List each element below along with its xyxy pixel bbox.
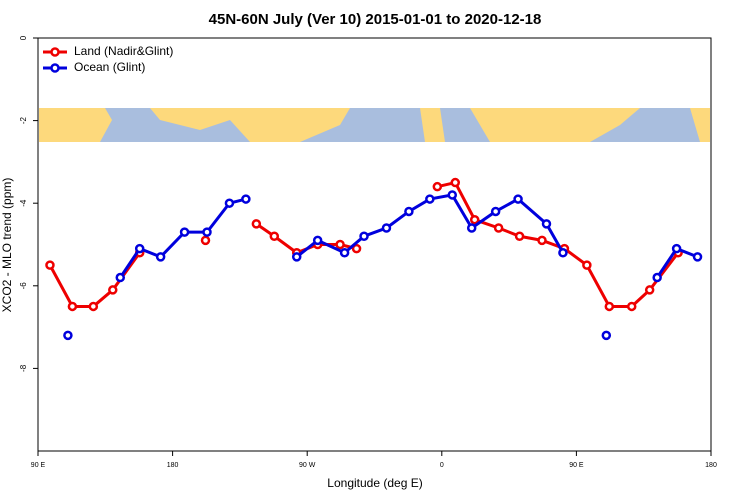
y-axis-label: XCO2 - MLO trend (ppm) — [0, 178, 14, 313]
y-tick-label: -6 — [19, 282, 28, 290]
x-tick-label: 90 W — [299, 462, 316, 469]
legend-marker — [50, 63, 60, 73]
data-point — [134, 243, 145, 254]
data-point — [339, 248, 350, 258]
data-point — [466, 223, 477, 233]
data-point — [644, 285, 655, 295]
data-point — [351, 243, 362, 254]
data-point — [493, 223, 504, 233]
x-tick-label: 90 E — [569, 462, 584, 469]
y-tick-label: -2 — [19, 116, 28, 124]
data-point — [601, 330, 612, 341]
data-point — [671, 243, 682, 254]
data-point — [514, 231, 525, 241]
data-point — [63, 330, 73, 341]
data-point — [447, 190, 458, 200]
legend-label: Land (Nadir&Glint) — [74, 44, 173, 58]
data-point — [450, 177, 461, 188]
data-point — [541, 219, 552, 229]
data-point — [179, 227, 190, 237]
data-point — [652, 272, 662, 283]
data-point — [513, 194, 523, 204]
data-point — [241, 194, 251, 204]
x-axis-label: Longitude (deg E) — [327, 476, 422, 490]
data-point — [692, 252, 703, 262]
series-line — [119, 197, 247, 279]
data-point — [291, 252, 302, 262]
data-point — [425, 194, 435, 204]
data-point — [67, 301, 78, 312]
data-point — [115, 272, 126, 283]
data-point — [404, 206, 414, 217]
data-point — [558, 248, 568, 258]
data-point — [200, 235, 211, 246]
data-point — [381, 223, 392, 233]
legend-marker — [50, 47, 60, 57]
data-point — [335, 239, 345, 250]
data-point — [202, 227, 212, 237]
legend-label: Ocean (Glint) — [74, 60, 145, 74]
data-point — [359, 231, 369, 241]
series-line — [48, 251, 141, 308]
data-point — [626, 301, 637, 312]
data-point — [108, 285, 118, 295]
series-line — [295, 193, 565, 259]
data-point — [432, 181, 443, 192]
x-tick-label: 0 — [440, 462, 444, 469]
x-tick-label: 90 E — [31, 462, 46, 469]
x-tick-label: 180 — [167, 462, 179, 469]
map-strip — [39, 108, 710, 142]
x-tick-label: 180 — [705, 462, 717, 469]
plot-frame — [37, 37, 712, 452]
data-point — [312, 235, 323, 246]
y-tick-label: 0 — [19, 35, 28, 40]
y-tick-label: -8 — [19, 364, 28, 372]
data-point — [537, 235, 547, 246]
data-point — [582, 260, 592, 270]
data-point — [45, 260, 55, 270]
data-point — [604, 301, 615, 312]
data-point — [269, 231, 280, 241]
data-point — [490, 206, 501, 217]
data-point — [251, 219, 262, 229]
chart-title: 45N-60N July (Ver 10) 2015-01-01 to 2020… — [209, 11, 542, 28]
data-point — [88, 301, 99, 312]
data-point — [469, 214, 480, 225]
data-point — [155, 252, 166, 262]
y-tick-label: -4 — [19, 199, 28, 207]
data-point — [224, 198, 235, 208]
